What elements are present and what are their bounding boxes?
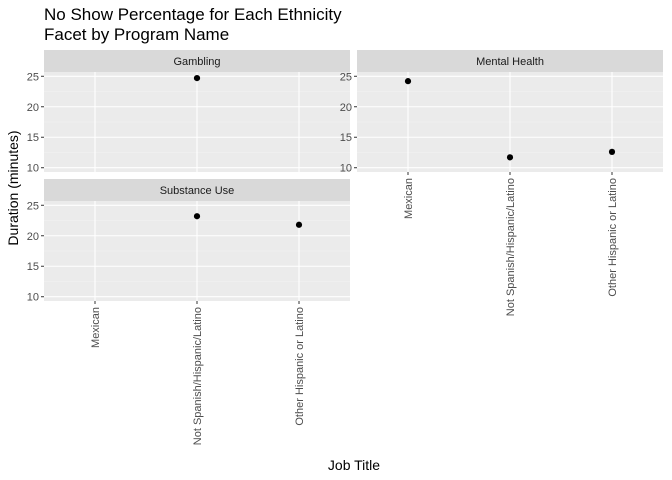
panel-substance-use: Substance Use 10 15 20 25 Mexican Not Spanish/…: [27, 179, 350, 445]
y-tick-label: 25: [27, 71, 39, 83]
facet-strip-label: Substance Use: [160, 185, 235, 197]
facet-strip-label: Mental Health: [476, 56, 544, 68]
facet-strip-gambling: [44, 50, 350, 72]
data-point: [295, 221, 303, 228]
x-axis-title: Job Title: [328, 457, 380, 473]
panel-gambling: Gambling 10 15 20 25: [27, 50, 350, 175]
y-tick-label: 20: [27, 102, 39, 114]
y-tick-label: 25: [340, 71, 352, 83]
x-tick-label: Mexican: [90, 307, 102, 348]
x-tick-label: Other Hispanic or Latino: [294, 307, 306, 426]
y-tick-label: 20: [340, 102, 352, 114]
y-tick-label: 25: [27, 200, 39, 212]
x-tick-label: Not Spanish/Hispanic/Latino: [505, 178, 517, 316]
y-tick-label: 15: [27, 261, 39, 273]
facet-strip-substance-use: [44, 179, 350, 201]
y-tick-label: 20: [27, 231, 39, 243]
data-point: [404, 78, 412, 85]
y-tick-label: 10: [340, 163, 352, 175]
x-tick-label: Other Hispanic or Latino: [607, 178, 619, 297]
y-tick-label: 10: [27, 292, 39, 304]
chart-title: No Show Percentage for Each Ethnicity Fac…: [44, 5, 342, 44]
panel-mental-health: Mental Health 10 15 20 25 Mexican Not Spanish/…: [340, 50, 663, 316]
data-point: [608, 148, 616, 155]
data-point: [506, 154, 514, 161]
y-tick-label: 15: [27, 132, 39, 144]
facet-strip-mental-health: [357, 50, 663, 72]
y-axis-title: Duration (minutes): [5, 130, 21, 245]
facet-panels: Gambling 10 15 20 25 Mental Health 10 15 20 25 Mex…: [27, 50, 663, 445]
y-tick-label: 10: [27, 163, 39, 175]
x-tick-label: Not Spanish/Hispanic/Latino: [192, 307, 204, 445]
data-point: [193, 74, 201, 82]
data-point: [193, 213, 201, 220]
x-tick-label: Mexican: [403, 178, 415, 219]
y-tick-label: 15: [340, 132, 352, 144]
facet-strip-label: Gambling: [173, 56, 220, 68]
